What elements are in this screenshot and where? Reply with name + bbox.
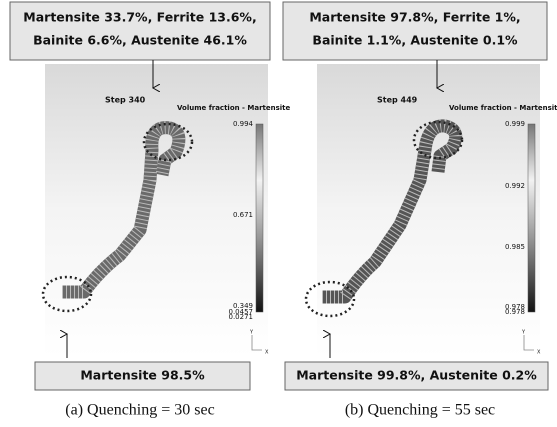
colorbar bbox=[256, 124, 263, 312]
figure: Martensite 33.7%, Ferrite 13.6%, Bainite … bbox=[0, 0, 557, 427]
colorbar-label: 0.999 bbox=[505, 120, 525, 128]
annotation-text: Martensite 33.7%, Ferrite 13.6%, bbox=[23, 10, 256, 25]
axis-label: X bbox=[265, 350, 269, 356]
colorbar-label: 0.0271 bbox=[229, 313, 254, 321]
annotation-text: Bainite 1.1%, Austenite 0.1% bbox=[312, 33, 518, 48]
caption: (b) Quenching = 55 sec bbox=[345, 402, 495, 419]
annotation-text: Martensite 99.8%, Austenite 0.2% bbox=[296, 368, 537, 383]
caption: (a) Quenching = 30 sec bbox=[65, 402, 214, 419]
colorbar-label: 0.994 bbox=[233, 120, 254, 128]
annotation-text: Martensite 97.8%, Ferrite 1%, bbox=[309, 10, 520, 25]
colorbar-label: 0.985 bbox=[505, 243, 525, 251]
annotation-text: Martensite 98.5% bbox=[80, 368, 205, 383]
colorbar-label: 0.992 bbox=[505, 182, 525, 190]
step-label: Step 449 bbox=[377, 96, 418, 105]
colorbar bbox=[528, 124, 535, 312]
step-label: Step 340 bbox=[105, 96, 146, 105]
axis-label: X bbox=[537, 350, 541, 356]
legend-title: Volume fraction - Martensite bbox=[177, 104, 291, 112]
annotation-text: Bainite 6.6%, Austenite 46.1% bbox=[33, 33, 247, 48]
legend-title: Volume fraction - Martensite bbox=[449, 104, 557, 112]
colorbar-label: 0.978 bbox=[505, 308, 525, 316]
colorbar-label: 0.671 bbox=[233, 211, 253, 219]
